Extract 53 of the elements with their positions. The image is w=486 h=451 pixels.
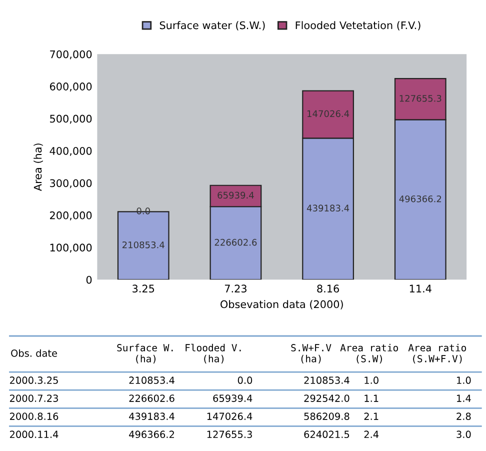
text: 2000.7.23: [10, 394, 58, 402]
x-tick-label: 3.25: [132, 284, 154, 293]
y-tick-label: 400,000: [50, 146, 92, 156]
data-label: 210853.4: [122, 241, 164, 248]
y-tick-label: 0: [86, 276, 92, 284]
text: 1.1: [364, 394, 378, 402]
y-tick-label: 600,000: [50, 82, 92, 92]
text: 226602.6: [129, 394, 174, 402]
text: 586209.8: [304, 412, 350, 420]
text: Obs. date: [11, 349, 57, 357]
text: 147026.4: [207, 412, 252, 420]
text: 210853.4: [304, 376, 350, 384]
data-label: 147026.4: [308, 110, 350, 118]
text: Surface W. (ha): [117, 344, 173, 364]
text: 1.0: [457, 376, 471, 384]
text: 2.4: [364, 430, 379, 438]
text: 2.8: [456, 412, 471, 420]
data-label: 439183.4: [306, 204, 350, 212]
text: 496366.2: [129, 430, 174, 438]
y-tick-label: 700,000: [50, 50, 92, 60]
text: Area ratio (S.W): [340, 344, 398, 364]
text: 0.0: [238, 376, 252, 384]
data-label: 127655.3: [400, 94, 442, 102]
text: Flooded V. (ha): [186, 344, 241, 364]
text: 292542.0: [304, 394, 350, 402]
legend-label: Flooded Vetetation (F.V.): [296, 21, 420, 30]
text: 2000.11.4: [10, 430, 58, 438]
y-tick-label: 200,000: [50, 211, 92, 220]
y-tick-label: 300,000: [50, 179, 92, 188]
y-tick-label: 500,000: [50, 114, 92, 124]
data-label: 496366.2: [399, 195, 442, 202]
text: 1.4: [457, 394, 471, 402]
text: 65939.4: [213, 394, 252, 402]
y-axis-title: Area (ha): [34, 144, 43, 191]
text: 2000.3.25: [10, 376, 58, 384]
text: 210853.4: [129, 376, 174, 384]
y-tick-label: 100,000: [50, 244, 92, 253]
text: 3.0: [456, 430, 471, 438]
data-label: 65939.4: [218, 192, 254, 199]
text: 127655.3: [207, 430, 252, 438]
x-tick-label: 11.4: [410, 284, 432, 292]
x-tick-label: 8.16: [317, 284, 339, 293]
x-tick-label: 7.23: [224, 284, 246, 293]
x-axis-title: Obsevation data (2000): [220, 300, 343, 310]
text: 624021.5: [304, 430, 350, 438]
text: 2.1: [364, 412, 378, 420]
text: 439183.4: [129, 412, 174, 420]
text: 1.0: [364, 376, 378, 384]
legend-label: Surface water (S.W.): [160, 21, 265, 30]
text: 2000.8.16: [10, 412, 58, 420]
data-label: 226602.6: [214, 238, 257, 246]
text: Area ratio (S.W+F.V): [408, 344, 466, 364]
text: S.W+F.V (ha): [291, 344, 332, 364]
